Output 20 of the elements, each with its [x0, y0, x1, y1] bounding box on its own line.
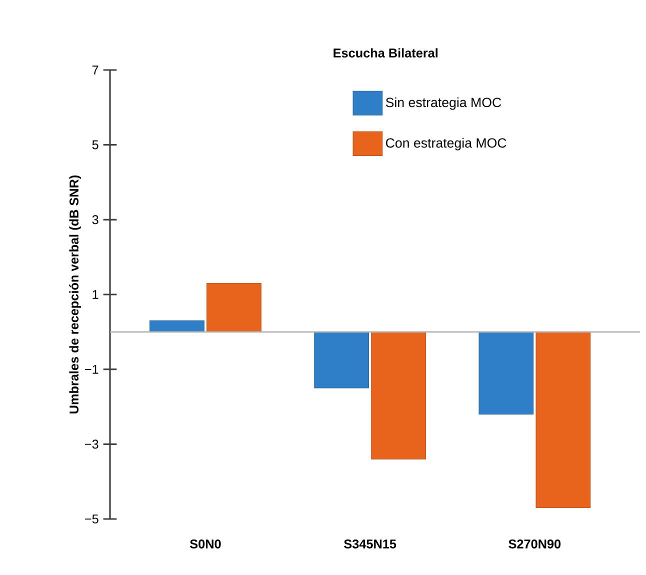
bar	[150, 320, 204, 332]
x-tick-label: S270N90	[508, 539, 561, 548]
bar	[206, 283, 262, 332]
x-tick-label: S345N15	[344, 539, 396, 548]
y-tick-label: 1	[92, 290, 98, 299]
y-tick-label: 7	[92, 66, 98, 74]
y-tick-label: 5	[92, 140, 98, 150]
legend-label: Sin estrategia MOC	[386, 97, 502, 110]
y-tick-label: −5	[85, 514, 98, 524]
y-axis-title: Umbrales de recepción verbal (dB SNR)	[69, 175, 82, 414]
legend-label: Con estrategia MOC	[386, 138, 506, 150]
bar	[371, 332, 426, 460]
y-tick-label: −1	[85, 364, 98, 374]
bar	[536, 332, 591, 508]
bar	[478, 332, 534, 415]
chart-title: Escucha Bilateral	[334, 48, 438, 58]
bar	[314, 332, 369, 388]
x-tick-label: S0N0	[190, 539, 221, 548]
y-tick-label: 3	[92, 215, 98, 224]
y-tick-label: −3	[85, 440, 98, 449]
